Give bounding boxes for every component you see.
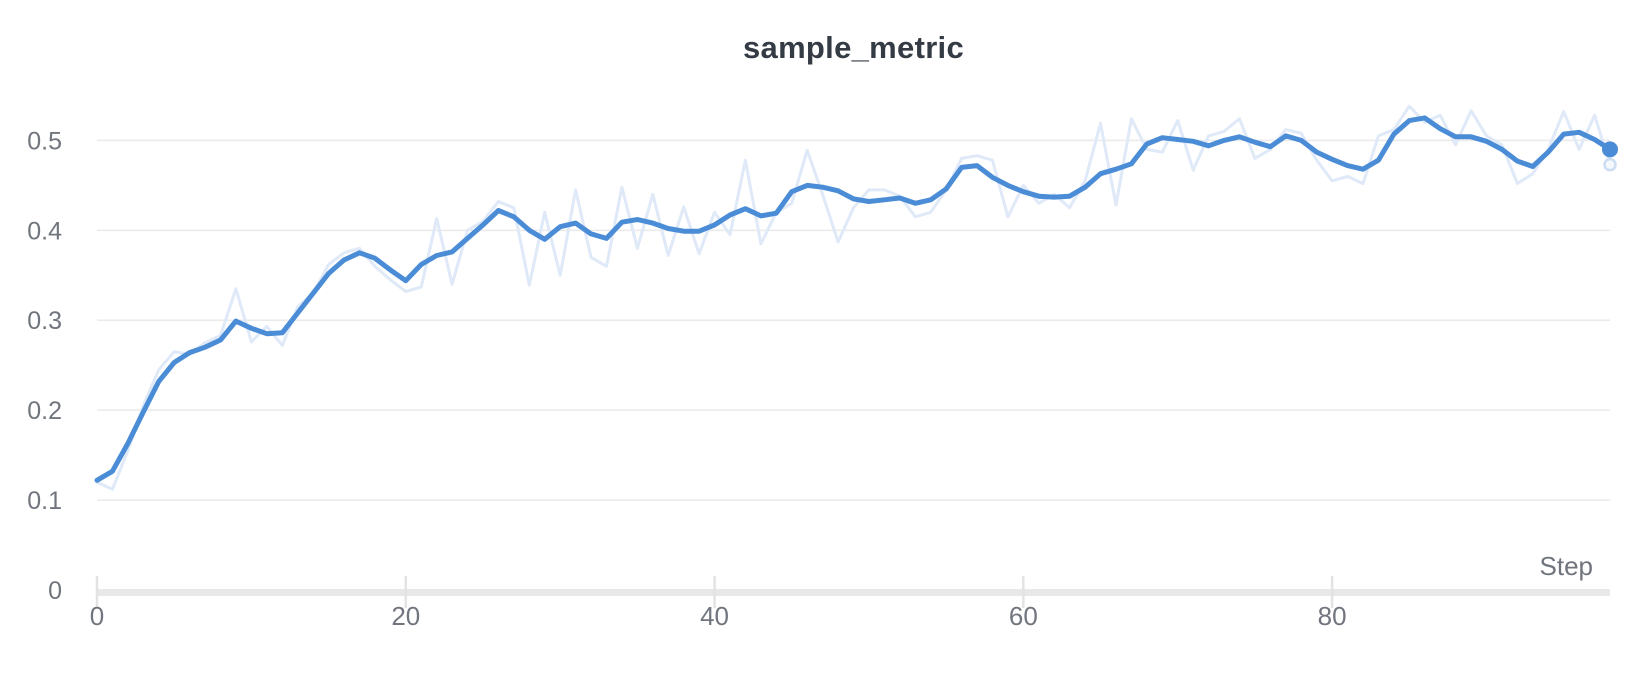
y-tick-label: 0.2 bbox=[27, 397, 62, 425]
x-tick-label: 60 bbox=[1009, 601, 1038, 631]
y-tick-label: 0.4 bbox=[27, 217, 62, 245]
x-axis-label: Step bbox=[1539, 551, 1594, 581]
x-axis-line bbox=[97, 589, 1610, 596]
x-tick-label: 20 bbox=[391, 601, 420, 631]
chart-title: sample_metric bbox=[742, 30, 965, 65]
y-tick-label: 0 bbox=[48, 577, 62, 605]
smoothed-end-marker[interactable] bbox=[1602, 141, 1618, 158]
y-tick-label: 0.3 bbox=[27, 307, 62, 335]
raw-end-marker[interactable] bbox=[1603, 157, 1617, 172]
x-tick-label: 80 bbox=[1318, 601, 1347, 631]
x-tick-label: 40 bbox=[700, 601, 729, 631]
y-tick-label: 0.1 bbox=[27, 487, 62, 515]
x-tick-label: 0 bbox=[90, 601, 104, 631]
raw-series-line bbox=[95, 104, 1612, 491]
y-tick-label: 0.5 bbox=[27, 127, 62, 155]
smoothed-series-line bbox=[94, 115, 1613, 483]
